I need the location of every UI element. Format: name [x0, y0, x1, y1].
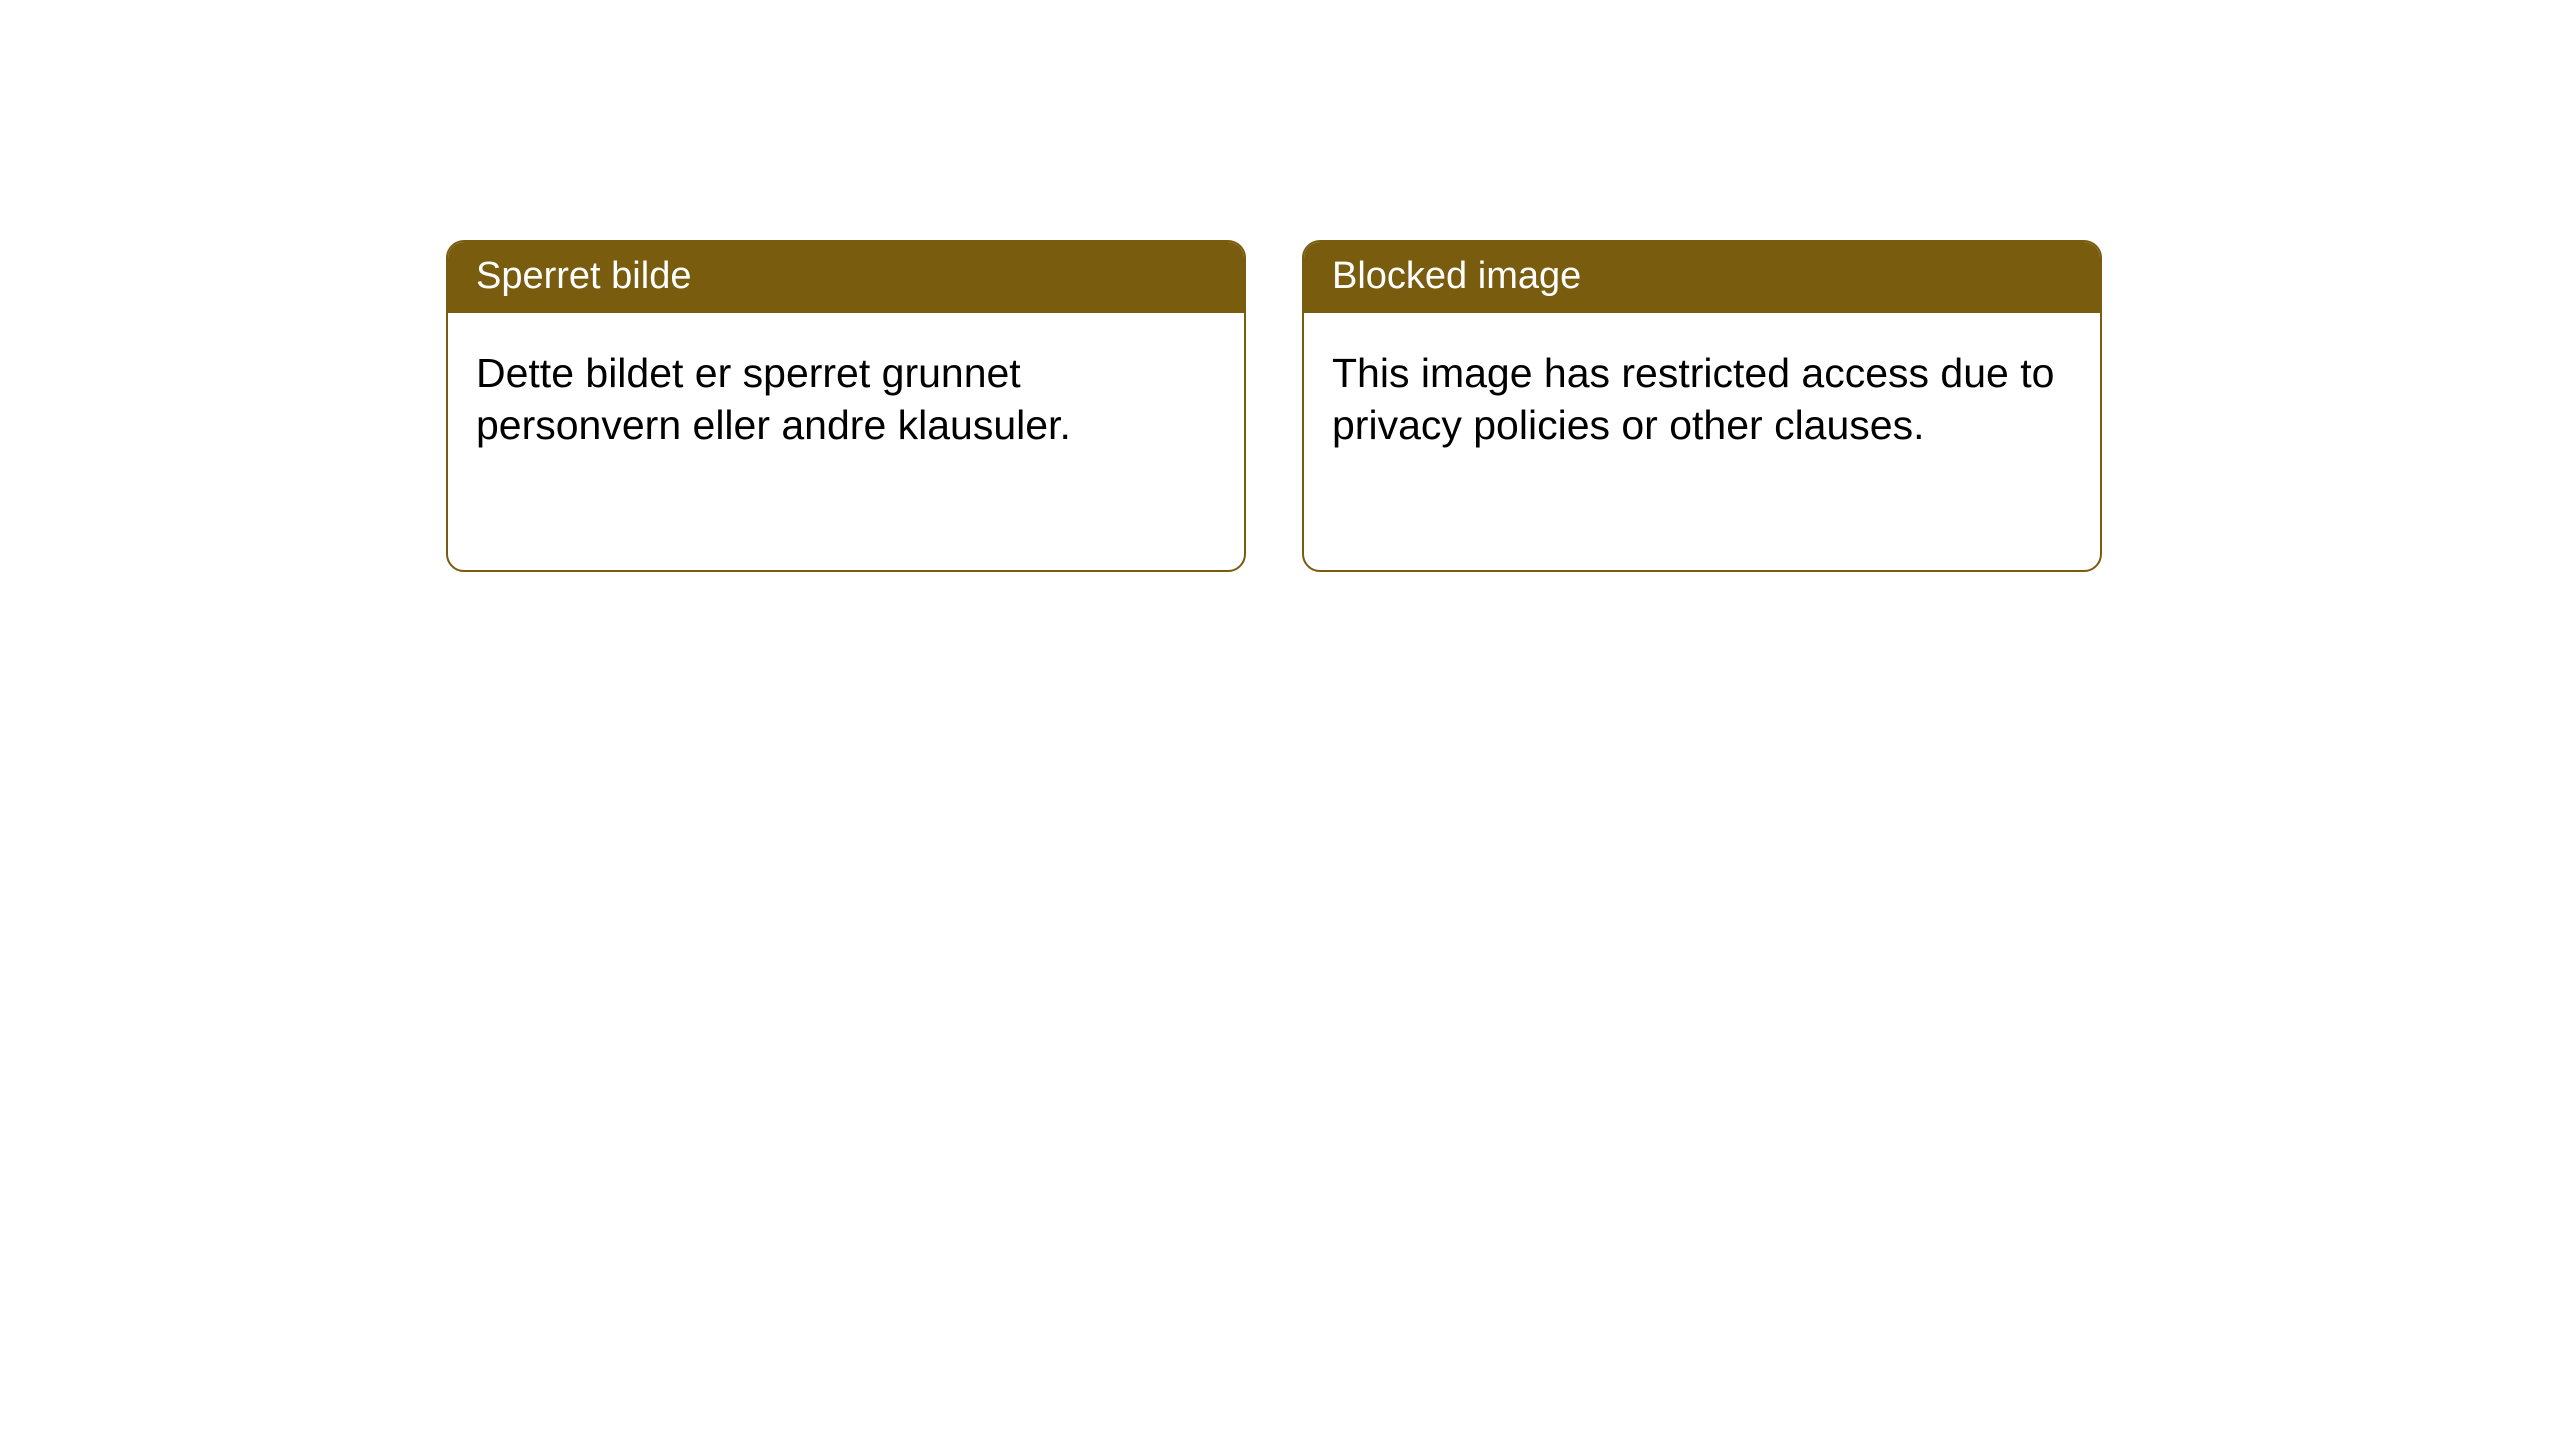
blocked-image-card-en: Blocked image This image has restricted … [1302, 240, 2102, 572]
card-body-en: This image has restricted access due to … [1304, 313, 2100, 479]
blocked-image-card-no: Sperret bilde Dette bildet er sperret gr… [446, 240, 1246, 572]
card-header-en: Blocked image [1304, 242, 2100, 313]
card-header-no: Sperret bilde [448, 242, 1244, 313]
card-body-no: Dette bildet er sperret grunnet personve… [448, 313, 1244, 479]
notice-container: Sperret bilde Dette bildet er sperret gr… [446, 240, 2560, 572]
